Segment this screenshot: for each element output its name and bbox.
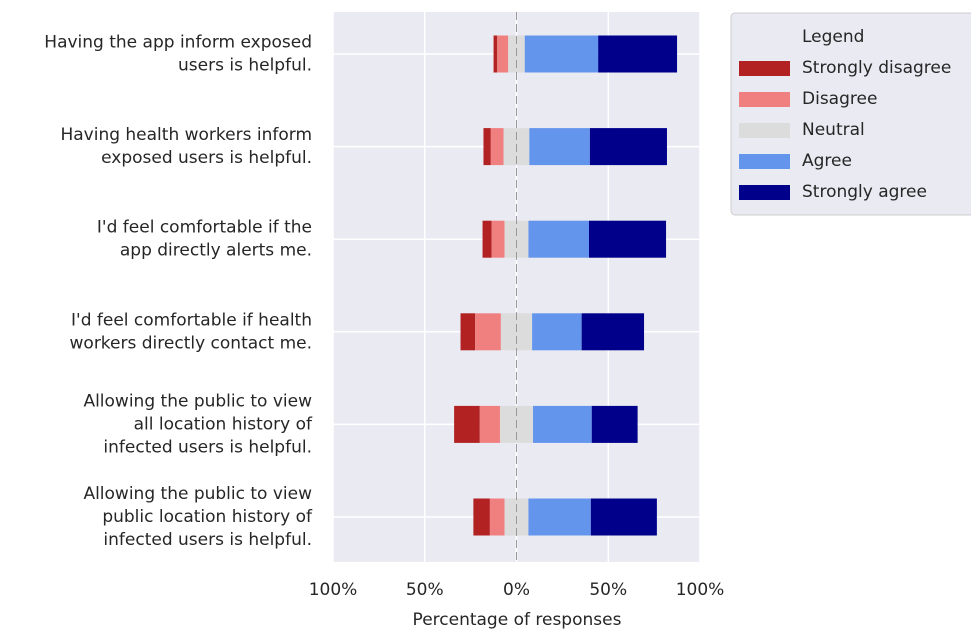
category-label: users is helpful. bbox=[178, 56, 312, 76]
legend-label: Strongly agree bbox=[802, 182, 927, 202]
bar-segment bbox=[475, 313, 501, 351]
legend-label: Strongly disagree bbox=[802, 58, 951, 78]
category-label: workers directly contact me. bbox=[70, 333, 312, 353]
bar-segment bbox=[504, 220, 529, 258]
x-tick-label: 50% bbox=[406, 580, 444, 600]
x-tick-label: 100% bbox=[676, 580, 725, 600]
legend-title: Legend bbox=[802, 27, 864, 47]
bar-segment bbox=[491, 220, 505, 258]
x-tick-label: 0% bbox=[503, 580, 530, 600]
legend-swatch bbox=[739, 92, 790, 107]
bar-segment bbox=[490, 128, 504, 166]
x-axis-label: Percentage of responses bbox=[413, 610, 622, 630]
legend-swatch bbox=[739, 154, 790, 169]
legend-label: Disagree bbox=[802, 89, 877, 109]
bar-segment bbox=[479, 405, 500, 443]
category-label: Having health workers inform bbox=[60, 125, 312, 145]
bar-segment bbox=[598, 35, 678, 73]
bar-segment bbox=[497, 35, 509, 73]
bar-segment bbox=[528, 498, 591, 536]
bar-segment bbox=[532, 313, 582, 351]
bar-segment bbox=[591, 405, 638, 443]
category-label: Allowing the public to view bbox=[83, 391, 312, 411]
category-label: app directly alerts me. bbox=[120, 241, 312, 261]
category-label: Having the app inform exposed bbox=[44, 33, 312, 53]
category-label: Allowing the public to view bbox=[83, 484, 312, 504]
legend-label: Agree bbox=[802, 151, 852, 171]
category-label: infected users is helpful. bbox=[103, 437, 312, 457]
bar-segment bbox=[524, 35, 599, 73]
bar-segment bbox=[528, 220, 589, 258]
category-label: I'd feel comfortable if health bbox=[71, 310, 312, 330]
bar-segment bbox=[460, 313, 476, 351]
category-label: exposed users is helpful. bbox=[101, 148, 312, 168]
category-label: public location history of bbox=[102, 507, 313, 527]
bar-segment bbox=[483, 128, 491, 166]
category-label: I'd feel comfortable if the bbox=[97, 218, 312, 238]
bar-segment bbox=[533, 405, 592, 443]
x-tick-label: 50% bbox=[589, 580, 627, 600]
legend-swatch bbox=[739, 61, 790, 76]
bar-segment bbox=[493, 35, 498, 73]
bar-segment bbox=[482, 220, 492, 258]
category-label: all location history of bbox=[134, 414, 313, 434]
bar-segment bbox=[473, 498, 490, 536]
legend-swatch bbox=[739, 185, 790, 200]
bar-segment bbox=[589, 128, 667, 166]
legend-box bbox=[730, 12, 971, 216]
bar-segment bbox=[581, 313, 645, 351]
bar-segment bbox=[590, 498, 657, 536]
category-label: infected users is helpful. bbox=[103, 530, 312, 550]
bar-segment bbox=[489, 498, 505, 536]
x-tick-label: 100% bbox=[309, 580, 358, 600]
legend-label: Neutral bbox=[802, 120, 865, 140]
bar-segment bbox=[588, 220, 667, 258]
bar-segment bbox=[454, 405, 480, 443]
legend-swatch bbox=[739, 123, 790, 138]
bar-segment bbox=[529, 128, 590, 166]
